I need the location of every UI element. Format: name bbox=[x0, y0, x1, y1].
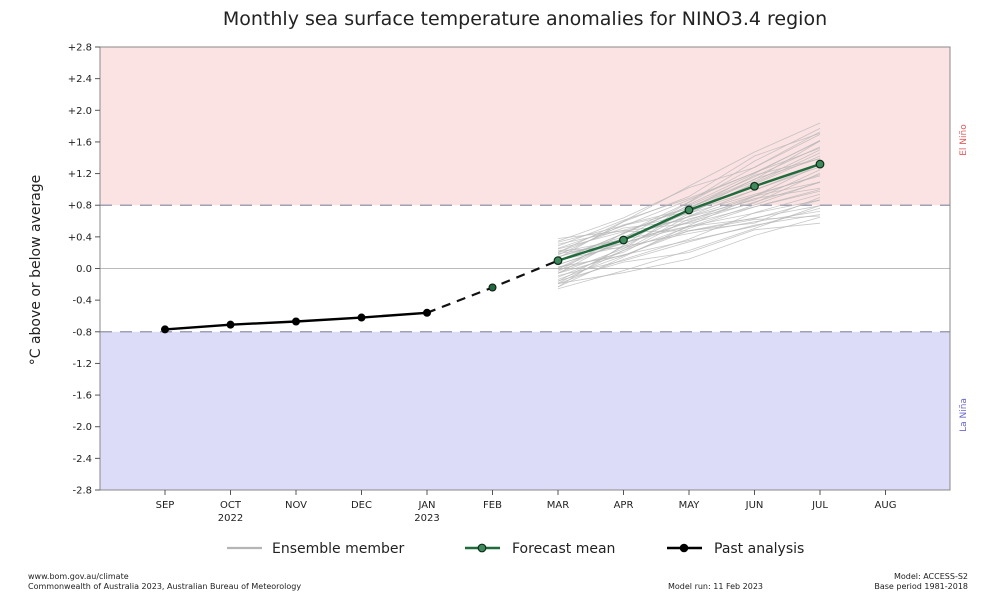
chart-title: Monthly sea surface temperature anomalie… bbox=[223, 8, 827, 30]
ensemble-member-line bbox=[557, 166, 821, 284]
ensemble-member-line bbox=[557, 128, 821, 261]
y-tick-label: +1.2 bbox=[68, 169, 92, 180]
la-nina-band bbox=[100, 331, 950, 490]
x-tick-label: AUG bbox=[875, 500, 897, 511]
ensemble-member-line bbox=[557, 205, 821, 290]
footer-model-run: Model run: 11 Feb 2023 bbox=[668, 582, 764, 591]
ensemble-member-line bbox=[557, 214, 821, 277]
y-tick-label: +2.0 bbox=[68, 106, 92, 117]
x-tick-label: MAY bbox=[679, 500, 701, 511]
x-axis: SEP OCT 2022 NOV DEC JAN 2023 FEB MAR APR MAY JUN JU… bbox=[156, 490, 897, 524]
x-tick-label: APR bbox=[614, 500, 634, 511]
y-tick-label: -1.6 bbox=[72, 391, 92, 402]
x-tick-label: JUL bbox=[811, 500, 828, 511]
ensemble-member-line bbox=[557, 193, 821, 285]
past-analysis-point bbox=[423, 308, 431, 317]
y-tick-label: +0.4 bbox=[68, 232, 92, 243]
ensemble-member-line bbox=[557, 131, 821, 274]
forecast-mean-point bbox=[815, 159, 825, 169]
bridge-point bbox=[488, 283, 497, 292]
forecast-mean-point bbox=[750, 181, 759, 191]
footer-middle: Model run: 11 Feb 2023 bbox=[668, 582, 763, 592]
y-tick-label: -2.4 bbox=[72, 454, 92, 465]
legend-past-marker bbox=[679, 543, 689, 553]
y-tick-label: -0.8 bbox=[72, 327, 92, 338]
series-lines bbox=[161, 159, 825, 334]
ensemble-member-line bbox=[557, 134, 821, 242]
ensemble-member-line bbox=[557, 140, 821, 288]
ensemble-member-line bbox=[557, 222, 821, 282]
y-tick-label: -2.0 bbox=[72, 422, 92, 433]
legend-ensemble-label: Ensemble member bbox=[272, 541, 404, 557]
x-tick-label: DEC bbox=[351, 500, 372, 511]
plot-background bbox=[99, 46, 951, 491]
y-tick-label: +2.4 bbox=[68, 74, 92, 85]
y-tick-label: +2.8 bbox=[68, 43, 92, 54]
forecast-mean-point bbox=[619, 235, 628, 245]
legend-past-label: Past analysis bbox=[714, 541, 804, 557]
past-analysis-point bbox=[226, 320, 235, 329]
y-tick-label: -0.4 bbox=[72, 296, 92, 307]
legend-forecast-marker bbox=[477, 543, 487, 553]
legend: Ensemble member Forecast mean Past analysi… bbox=[227, 541, 804, 557]
y-tick-label: 0.0 bbox=[76, 264, 92, 275]
x-tick-year-label: 2023 bbox=[414, 513, 439, 524]
la-nina-label: La Niña bbox=[959, 398, 969, 432]
footer-model: Model: ACCESS-S2 bbox=[893, 572, 968, 581]
el-nino-label: El Niño bbox=[959, 124, 969, 156]
y-tick-label: +0.8 bbox=[68, 201, 92, 212]
x-tick-label: NOV bbox=[285, 500, 307, 511]
ensemble-member-line bbox=[557, 181, 821, 253]
y-tick-label: -2.8 bbox=[72, 486, 92, 497]
past-analysis-point bbox=[161, 325, 169, 334]
x-tick-label: JAN bbox=[417, 500, 435, 511]
legend-forecast-label: Forecast mean bbox=[512, 541, 615, 557]
past-analysis-point bbox=[357, 313, 366, 322]
x-tick-label: OCT bbox=[220, 500, 242, 511]
ensemble-member-line bbox=[557, 122, 821, 253]
y-axis-label: °C above or below average bbox=[28, 175, 44, 366]
ensemble-member-line bbox=[557, 163, 821, 288]
y-axis: +2.8 +2.4 +2.0 +1.6 +1.2 +0.8 +0.4 0.0 -0.4 -0.8 -… bbox=[68, 43, 100, 497]
ensemble-member-line bbox=[557, 190, 821, 280]
y-tick-label: +1.6 bbox=[68, 137, 92, 148]
footer-url: www.bom.gov.au/climate bbox=[28, 572, 129, 581]
x-tick-label: FEB bbox=[483, 500, 502, 511]
footer-base-period: Base period 1981-2018 bbox=[874, 582, 968, 591]
x-tick-label: JUN bbox=[745, 500, 764, 511]
footer-copyright: Commonwealth of Australia 2023, Australi… bbox=[28, 582, 302, 591]
footer-left: www.bom.gov.au/climate Commonwealth of A… bbox=[28, 572, 301, 592]
el-nino-band bbox=[100, 47, 950, 206]
y-tick-label: -1.2 bbox=[72, 359, 92, 370]
x-tick-label: SEP bbox=[156, 500, 175, 511]
past-analysis-point bbox=[292, 317, 300, 326]
footer-right: Model: ACCESS-S2 Base period 1981-2018 bbox=[874, 572, 968, 592]
forecast-mean-point bbox=[684, 205, 694, 215]
x-tick-label: MAR bbox=[547, 500, 569, 511]
forecast-mean-point bbox=[553, 256, 563, 265]
x-tick-year-label: 2022 bbox=[218, 513, 243, 524]
ensemble-member-line bbox=[557, 132, 821, 259]
